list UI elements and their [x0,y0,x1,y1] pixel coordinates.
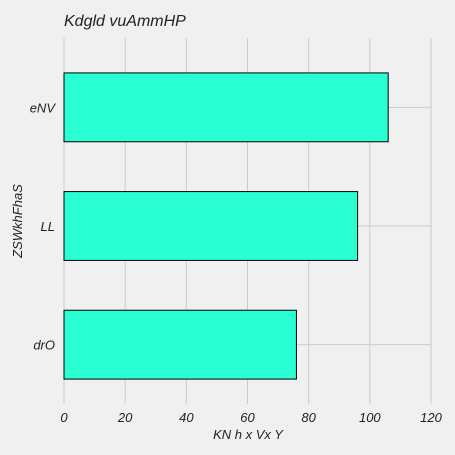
bar-eNV [63,72,389,143]
chart-title: Kdgld vuAmmHP [64,13,186,30]
x-tick-label: 20 [117,410,133,425]
x-tick-label: 100 [359,410,381,425]
x-tick-label: 80 [301,410,316,425]
bars [63,72,389,380]
y-axis-label: ZSWkhFhaS [10,184,25,259]
x-axis-label: KN h x Vx Y [213,427,284,442]
x-tick-label: 120 [420,410,442,425]
x-tick-label: 0 [60,410,68,425]
y-tick-labels: drO LL eNV [30,100,57,352]
y-tick-label: drO [33,338,55,353]
y-tick-label: eNV [30,100,57,115]
y-tick-label: LL [41,219,55,234]
x-tick-labels: 0 20 40 60 80 100 120 [60,410,442,425]
bar-LL [63,191,359,261]
bar-drO [63,309,297,380]
x-tick-label: 60 [240,410,255,425]
x-tick-label: 40 [179,410,194,425]
